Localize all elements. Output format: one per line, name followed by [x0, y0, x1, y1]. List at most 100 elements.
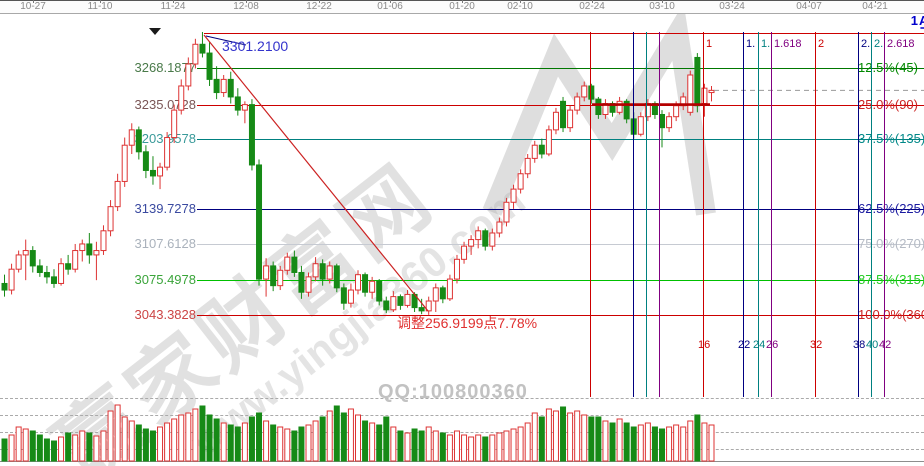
candle-body [149, 169, 156, 177]
volume-bar [178, 414, 185, 462]
fib-time-line [771, 32, 772, 397]
volume-bar [227, 424, 234, 462]
candle-body [277, 269, 284, 287]
candle-body [128, 129, 135, 146]
candle-body [567, 109, 574, 129]
candle-body [50, 276, 57, 284]
volume-bar [588, 416, 595, 462]
volume-bar [552, 410, 559, 462]
candle-body [666, 116, 673, 129]
date-tick [662, 0, 663, 3]
date-label: 01-06 [377, 1, 403, 12]
candle-body [36, 265, 43, 273]
date-label: 10-27 [20, 1, 46, 12]
volume-bar [121, 416, 128, 462]
volume-bar [1, 438, 8, 462]
volume-bar [220, 422, 227, 462]
date-label: 12-08 [233, 1, 259, 12]
fib-percent-label: 12.5%(45) [858, 60, 918, 75]
candle-body [673, 105, 680, 118]
date-tick [875, 0, 876, 3]
volume-bar [326, 410, 333, 462]
volume-bar [15, 426, 22, 462]
volume-bar [651, 426, 658, 462]
volume-bar [213, 418, 220, 462]
volume-bar [362, 420, 369, 462]
volume-bar [171, 418, 178, 462]
time-ratio-label: 2. [874, 38, 884, 50]
candle-body [355, 274, 361, 291]
candle-body [404, 293, 411, 306]
volume-bar [65, 432, 72, 462]
volume-bar [397, 430, 404, 462]
date-tick [520, 0, 521, 3]
fib-percent-label: 100.0%(360) [858, 307, 924, 322]
volume-bar [574, 410, 581, 462]
fib-level-line [204, 33, 924, 34]
volume-bar [291, 430, 298, 462]
volume-bar [468, 436, 475, 462]
candle-body [425, 300, 432, 312]
volume-gridline [0, 432, 924, 433]
fib-time-line [743, 32, 744, 397]
volume-bar [595, 416, 602, 462]
time-ratio-label: 2. [861, 38, 871, 50]
trend-line [203, 34, 429, 312]
candle-body [708, 89, 715, 94]
fib-percent-label: 87.5%(315) [858, 272, 924, 287]
volume-bar [100, 430, 107, 462]
time-ratio-label: 2 [818, 38, 825, 50]
fib-level-line [197, 209, 924, 210]
fib-time-line [884, 32, 885, 397]
candle-body [574, 96, 581, 111]
volume-bar [248, 416, 255, 462]
candle-body [383, 300, 390, 311]
fib-time-line [590, 32, 591, 397]
date-tick [462, 0, 463, 3]
candle-body [453, 258, 460, 280]
price-level-label: 3268.1877 [134, 60, 196, 75]
candle-body [517, 173, 524, 190]
candle-body [588, 85, 595, 100]
candle-body [171, 109, 178, 139]
candle-body [58, 263, 65, 284]
candle-body [312, 263, 319, 278]
fib-level-line [197, 315, 924, 316]
candle-body [298, 271, 305, 293]
date-label: 01-20 [449, 1, 475, 12]
volume-bar [461, 434, 468, 462]
date-tick [390, 0, 391, 3]
fib-percent-label: 75.0%(270) [858, 236, 924, 251]
date-label: 03-24 [719, 1, 745, 12]
volume-bar [482, 436, 489, 462]
volume-bar [319, 416, 326, 462]
volume-bar [86, 432, 93, 462]
candle-body [135, 129, 142, 153]
candle-body [65, 263, 72, 270]
volume-bar [369, 422, 376, 462]
candle-body [319, 263, 326, 280]
fib-level-line [197, 139, 924, 140]
candle-body [687, 74, 694, 113]
date-label: 12-22 [306, 1, 332, 12]
volume-bar [687, 420, 694, 462]
date-tick [809, 0, 810, 3]
volume-bar [411, 428, 418, 462]
fib-time-line [646, 32, 647, 397]
volume-bar [270, 424, 277, 462]
volume-bar [256, 412, 263, 462]
candle-body [142, 151, 149, 171]
volume-bar [340, 412, 347, 462]
fib-level-line [197, 68, 924, 69]
volume-bar [560, 406, 567, 462]
candle-body [1, 282, 8, 291]
date-label: 04-07 [796, 1, 822, 12]
volume-bar [206, 414, 213, 462]
candle-body [461, 245, 468, 260]
bar-count-label: 24 [753, 339, 766, 351]
volume-bar [347, 408, 354, 462]
volume-bar [517, 426, 524, 462]
candle-body [340, 287, 347, 304]
candle-body [43, 271, 50, 278]
